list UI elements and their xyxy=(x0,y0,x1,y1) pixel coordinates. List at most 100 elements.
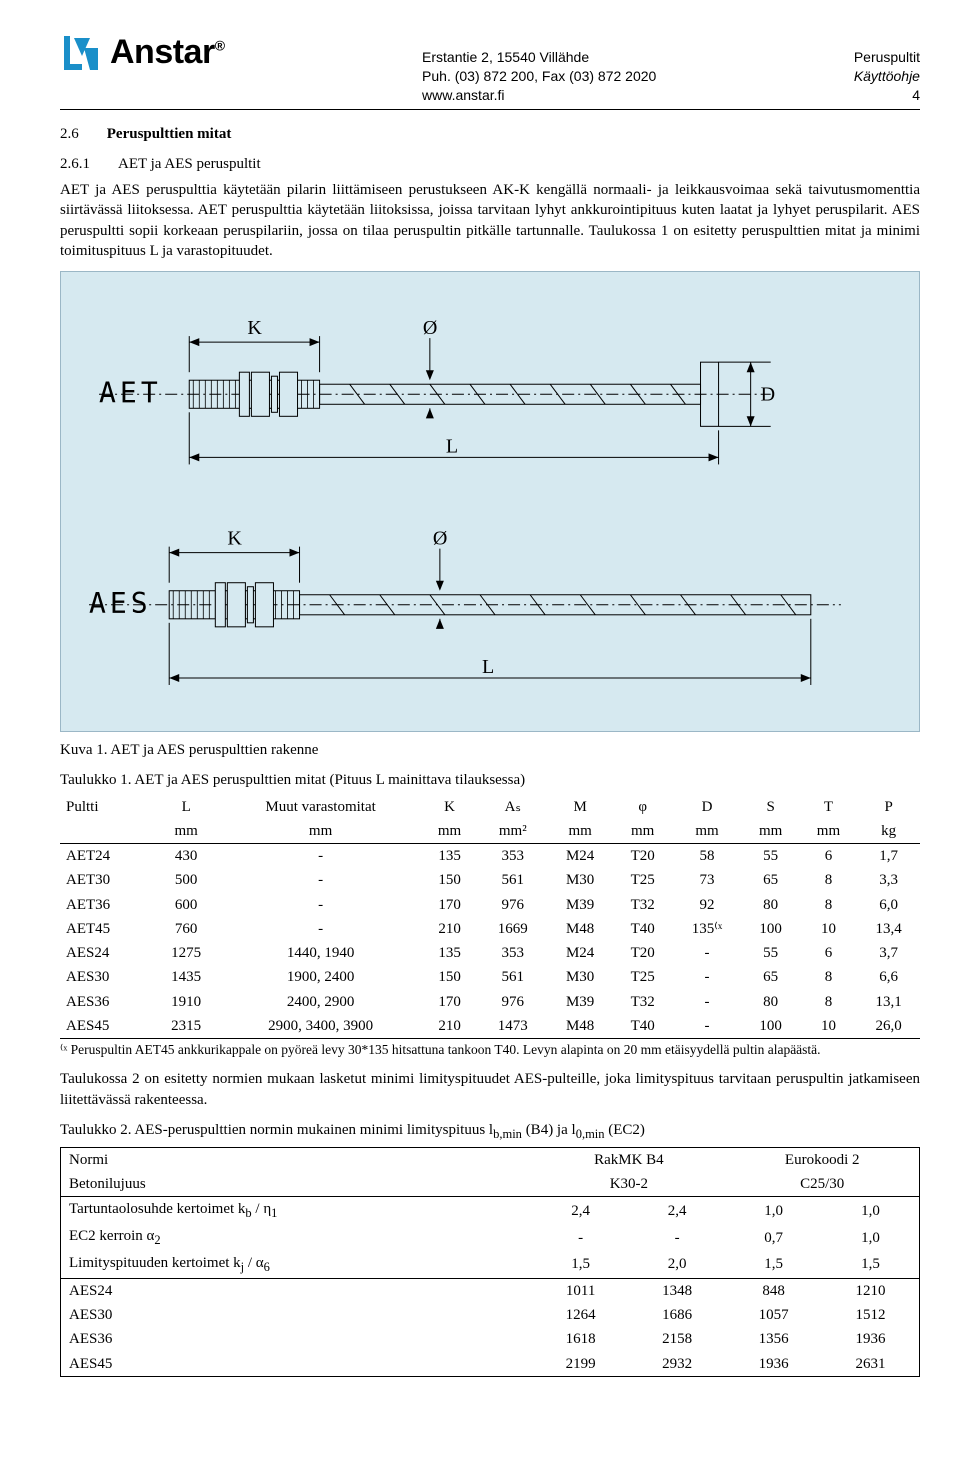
cell: 760 xyxy=(152,917,221,941)
cell: 13,1 xyxy=(857,990,920,1014)
cell: - xyxy=(532,1224,629,1251)
cell: Limityspituuden kertoimet kj / α6 xyxy=(61,1251,533,1278)
cell: 6 xyxy=(800,941,858,965)
cell: 10 xyxy=(800,917,858,941)
cell: 58 xyxy=(672,844,742,869)
address-line: www.anstar.fi xyxy=(422,86,656,105)
table-row: AES2412751440, 1940135353M24T20-5563,7 xyxy=(60,941,920,965)
cell: AET24 xyxy=(60,844,152,869)
cell: 1,5 xyxy=(822,1251,920,1278)
col-header: D xyxy=(672,795,742,819)
cell: AES30 xyxy=(61,1303,533,1327)
table-row: AET24430-135353M24T20585561,7 xyxy=(60,844,920,869)
table-row: AES3014351900, 2400150561M30T25-6586,6 xyxy=(60,965,920,989)
cell: 80 xyxy=(742,893,800,917)
figure-1-caption: Kuva 1. AET ja AES peruspulttien rakenne xyxy=(60,740,920,760)
cell: 3,3 xyxy=(857,868,920,892)
col-header: L xyxy=(152,795,221,819)
cell: 26,0 xyxy=(857,1014,920,1039)
cell: AES24 xyxy=(61,1278,533,1303)
unit xyxy=(60,819,152,844)
cell: M39 xyxy=(547,893,613,917)
dim-l: L xyxy=(446,436,458,458)
cell: 848 xyxy=(725,1278,822,1303)
table-row: AET30500-150561M30T25736583,3 xyxy=(60,868,920,892)
table-row: AES361618215813561936 xyxy=(61,1327,920,1351)
cell: 170 xyxy=(421,893,479,917)
cell: 1900, 2400 xyxy=(221,965,421,989)
cell: T40 xyxy=(613,917,672,941)
unit: mm xyxy=(421,819,479,844)
unit: mm xyxy=(547,819,613,844)
table-1: Pultti L Muut varastomitat K Aₛ M φ D S … xyxy=(60,795,920,1040)
section-2-6-1: 2.6.1 AET ja AES peruspultit xyxy=(60,154,920,174)
cell: 2,4 xyxy=(532,1197,629,1224)
cell: - xyxy=(672,941,742,965)
cell: M48 xyxy=(547,917,613,941)
cell: EC2 kerroin α2 xyxy=(61,1224,533,1251)
table-2-caption: Taulukko 2. AES-peruspulttien normin muk… xyxy=(60,1120,920,1143)
cell: 353 xyxy=(478,844,547,869)
unit: mm xyxy=(800,819,858,844)
cell: 1,5 xyxy=(725,1251,822,1278)
table-1-footnote: ⁽ˣ Peruspultin AET45 ankkurikappale on p… xyxy=(60,1041,920,1059)
unit: kg xyxy=(857,819,920,844)
table-row: AET45760-2101669M48T40135⁽ˣ1001013,4 xyxy=(60,917,920,941)
cell: AET36 xyxy=(60,893,152,917)
svg-text:Ø: Ø xyxy=(433,528,447,550)
dim-d: D xyxy=(761,383,775,405)
cell: 561 xyxy=(478,965,547,989)
unit: mm² xyxy=(478,819,547,844)
svg-text:K: K xyxy=(227,528,242,550)
cell: T25 xyxy=(613,965,672,989)
cell: 0,7 xyxy=(725,1224,822,1251)
cell: 210 xyxy=(421,1014,479,1039)
cell: 1669 xyxy=(478,917,547,941)
section-title: AET ja AES peruspultit xyxy=(118,154,261,174)
cell: 1435 xyxy=(152,965,221,989)
cell: AES36 xyxy=(60,990,152,1014)
cell: Eurokoodi 2 xyxy=(725,1147,919,1172)
cell: - xyxy=(629,1224,726,1251)
cell: - xyxy=(672,965,742,989)
cell: AES24 xyxy=(60,941,152,965)
cell: C25/30 xyxy=(725,1172,919,1197)
cell: 6 xyxy=(800,844,858,869)
cell: 976 xyxy=(478,990,547,1014)
bolt-diagram: AET xyxy=(89,292,891,713)
cell: 1011 xyxy=(532,1278,629,1303)
cell: T25 xyxy=(613,868,672,892)
cell: 430 xyxy=(152,844,221,869)
cell: 1356 xyxy=(725,1327,822,1351)
cell: 1910 xyxy=(152,990,221,1014)
table-row: AET36600-170976M39T32928086,0 xyxy=(60,893,920,917)
section-number: 2.6.1 xyxy=(60,154,90,174)
cell: 1057 xyxy=(725,1303,822,1327)
table-1-caption: Taulukko 1. AET ja AES peruspulttien mit… xyxy=(60,770,920,790)
doc-subtitle: Käyttöohje xyxy=(854,67,920,86)
table-row: Betonilujuus K30-2 C25/30 xyxy=(61,1172,920,1197)
col-header: Muut varastomitat xyxy=(221,795,421,819)
cell: 1264 xyxy=(532,1303,629,1327)
cell: 561 xyxy=(478,868,547,892)
cell: 55 xyxy=(742,844,800,869)
cell: 80 xyxy=(742,990,800,1014)
dim-phi: Ø xyxy=(423,317,437,339)
cell: 2932 xyxy=(629,1352,726,1377)
cell: 100 xyxy=(742,917,800,941)
cell: 1936 xyxy=(822,1327,920,1351)
cell: T32 xyxy=(613,893,672,917)
cell: 55 xyxy=(742,941,800,965)
cell: 1936 xyxy=(725,1352,822,1377)
cell: 1,0 xyxy=(822,1197,920,1224)
page-number: 4 xyxy=(854,86,920,105)
cell: 2400, 2900 xyxy=(221,990,421,1014)
cell: 6,6 xyxy=(857,965,920,989)
unit: mm xyxy=(152,819,221,844)
cell: AET30 xyxy=(60,868,152,892)
cell: 2199 xyxy=(532,1352,629,1377)
cell: 150 xyxy=(421,965,479,989)
cell: 976 xyxy=(478,893,547,917)
table-row: Normi RakMK B4 Eurokoodi 2 xyxy=(61,1147,920,1172)
header-right: Peruspultit Käyttöohje 4 xyxy=(854,30,920,105)
